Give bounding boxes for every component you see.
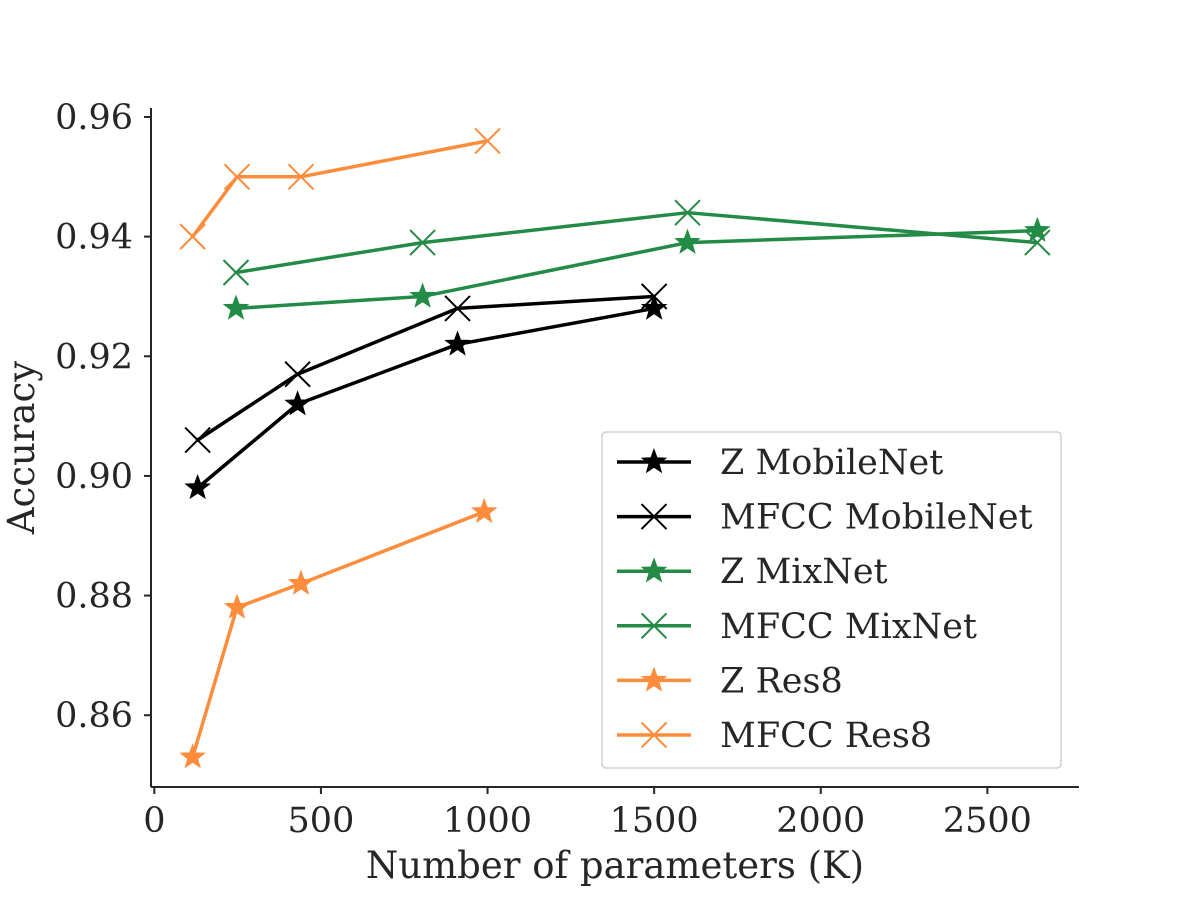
data-point-mfcc-mobilenet (284, 361, 311, 388)
data-point-z-mobilenet (184, 473, 211, 500)
legend-item-z-mixnet: Z MixNet (617, 552, 888, 592)
data-point-mfcc-res8 (179, 223, 206, 250)
data-point-z-res8 (223, 593, 251, 619)
legend-frame (601, 431, 1062, 769)
data-point-z-mixnet (409, 282, 436, 308)
series-line-mfcc-mixnet (234, 210, 1040, 275)
data-point-z-mobilenet (284, 390, 311, 416)
data-point-z-res8 (287, 569, 315, 595)
data-point-z-res8 (179, 743, 206, 769)
y-tick-label: 0.88 (55, 577, 133, 617)
x-axis-label: Number of parameters (K) (366, 844, 864, 887)
legend-marker (640, 721, 668, 749)
data-point-z-mobilenet (444, 330, 471, 356)
legend-item-mfcc-mixnet: MFCC MixNet (617, 607, 977, 647)
series-line-z-mixnet (234, 228, 1040, 311)
x-tick-label: 2000 (776, 801, 865, 841)
x-tick-label: 500 (288, 801, 355, 841)
legend-item-mfcc-mobilenet: MFCC MobileNet (617, 498, 1033, 538)
data-point-mfcc-mixnet (1024, 229, 1051, 256)
y-tick-label: 0.92 (55, 337, 133, 377)
data-point-mfcc-mobilenet (444, 295, 471, 322)
legend-label: MFCC Res8 (720, 716, 932, 756)
y-tick-label: 0.90 (55, 457, 133, 497)
data-point-mfcc-mobilenet (640, 283, 668, 310)
data-point-mfcc-res8 (474, 127, 501, 155)
legend-marker (640, 448, 668, 474)
series-line-mfcc-res8 (190, 139, 490, 239)
data-point-mfcc-mixnet (409, 229, 436, 256)
legend-marker (640, 557, 668, 583)
legend-item-z-res8: Z Res8 (617, 661, 843, 701)
series-line-z-mobilenet (195, 306, 656, 490)
data-point-z-mixnet (1024, 216, 1051, 242)
series-mfcc-mobilenet (184, 283, 668, 454)
x-tick-label: 1000 (443, 801, 532, 841)
data-point-z-res8 (470, 497, 498, 524)
data-point-z-mixnet (674, 228, 701, 254)
legend: Z MobileNet MFCC MobileNet Z MixNet MFCC Mi… (601, 431, 1062, 769)
legend-label: Z MixNet (720, 552, 888, 592)
legend-label: Z MobileNet (720, 443, 943, 483)
series-z-mixnet (222, 216, 1051, 320)
y-tick-label: 0.86 (55, 696, 133, 736)
series-mfcc-res8 (179, 127, 501, 250)
data-point-z-mobilenet (640, 294, 668, 320)
legend-label: MFCC MixNet (720, 607, 977, 647)
y-tick-label: 0.94 (55, 218, 133, 258)
series-line-mfcc-mobilenet (195, 294, 656, 442)
series-mfcc-mixnet (222, 199, 1051, 286)
series-line-z-res8 (190, 510, 486, 759)
series-layer (179, 127, 1051, 769)
x-tick-label: 0 (143, 801, 165, 841)
legend-marker (640, 666, 668, 692)
legend-marker (640, 612, 668, 640)
data-point-mfcc-mobilenet (184, 426, 211, 454)
data-point-mfcc-mixnet (222, 259, 250, 286)
data-point-mfcc-mixnet (674, 199, 701, 226)
legend-item-z-mobilenet: Z MobileNet (617, 443, 943, 483)
data-point-mfcc-res8 (287, 163, 315, 191)
axes: 0 500 1000 1500 2000 2500 0.86 0.88 0.90 0.92 0.94… (55, 98, 1079, 841)
x-tick-label: 1500 (610, 801, 699, 841)
y-tick-label: 0.96 (55, 98, 133, 138)
x-tick-label: 2500 (943, 801, 1032, 841)
series-z-res8 (179, 497, 498, 769)
legend-label: MFCC MobileNet (720, 498, 1033, 538)
data-point-z-mixnet (222, 294, 250, 320)
data-point-mfcc-res8 (223, 163, 251, 191)
legend-label: Z Res8 (720, 661, 843, 701)
legend-marker (640, 503, 668, 530)
y-axis-label: Accuracy (0, 361, 43, 535)
legend-item-mfcc-res8: MFCC Res8 (617, 716, 932, 756)
series-z-mobilenet (184, 294, 668, 500)
